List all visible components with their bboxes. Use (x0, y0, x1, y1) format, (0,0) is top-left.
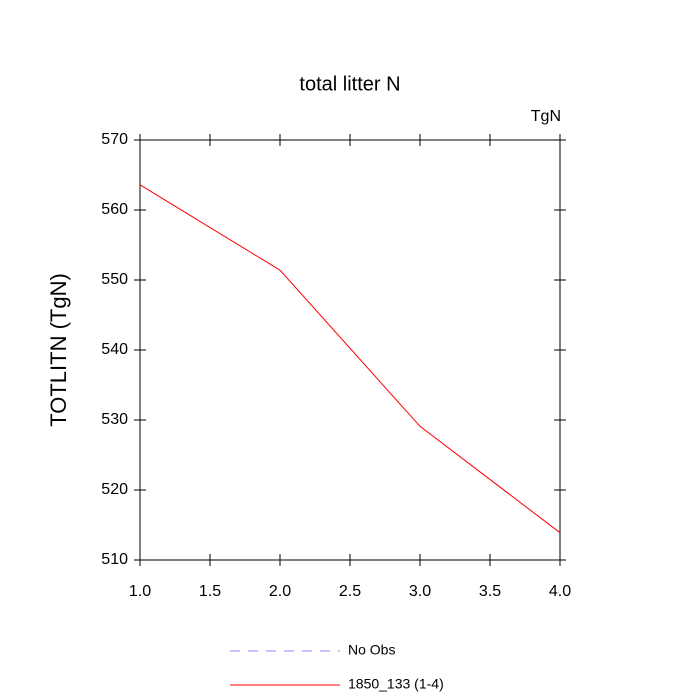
y-tick-label: 560 (101, 201, 128, 218)
x-tick-label: 1.0 (129, 583, 151, 600)
x-tick-label: 4.0 (549, 583, 571, 600)
y-tick-label: 530 (101, 411, 128, 428)
x-tick-label: 1.5 (199, 583, 221, 600)
data-line (139, 184, 561, 534)
x-tick-label: 3.5 (479, 583, 501, 600)
x-tick-label: 3.0 (409, 583, 431, 600)
legend-label: 1850_133 (1-4) (348, 676, 444, 692)
units-label: TgN (531, 108, 561, 125)
y-tick-label: 550 (101, 271, 128, 288)
y-tick-label: 540 (101, 341, 128, 358)
y-axis-label: TOTLITN (TgN) (46, 273, 71, 427)
legend-label: No Obs (348, 642, 395, 658)
x-tick-label: 2.0 (269, 583, 291, 600)
y-tick-label: 520 (101, 481, 128, 498)
y-tick-label: 570 (101, 131, 128, 148)
chart-title: total litter N (299, 73, 400, 95)
x-tick-label: 2.5 (339, 583, 361, 600)
y-tick-label: 510 (101, 551, 128, 568)
